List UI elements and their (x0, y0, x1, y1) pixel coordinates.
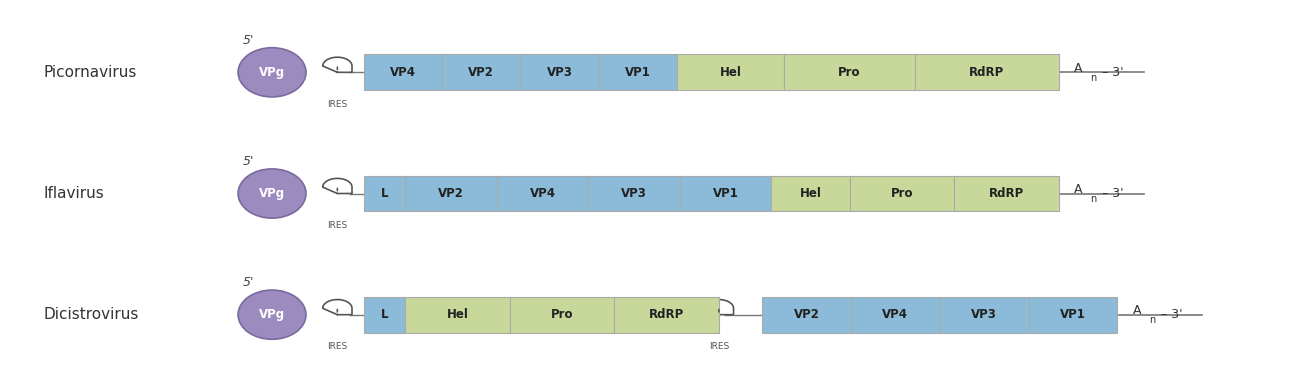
Text: Iflavirus: Iflavirus (43, 186, 104, 201)
FancyBboxPatch shape (680, 176, 771, 211)
Text: VP1: VP1 (625, 66, 651, 79)
Text: Hel: Hel (447, 308, 468, 321)
Ellipse shape (238, 48, 306, 97)
FancyBboxPatch shape (915, 54, 1059, 90)
Text: L: L (380, 187, 388, 200)
Text: RdRP: RdRP (650, 308, 684, 321)
FancyBboxPatch shape (784, 54, 915, 90)
Text: n: n (1149, 315, 1155, 325)
Text: Hel: Hel (800, 187, 822, 200)
FancyBboxPatch shape (521, 54, 598, 90)
FancyBboxPatch shape (761, 297, 851, 333)
Text: Hel: Hel (719, 66, 742, 79)
FancyBboxPatch shape (363, 297, 405, 333)
Text: 5': 5' (242, 276, 254, 289)
Text: A: A (1074, 62, 1082, 75)
Text: – 3': – 3' (1098, 66, 1123, 79)
Text: 5': 5' (242, 34, 254, 47)
FancyBboxPatch shape (1028, 297, 1118, 333)
Text: VPg: VPg (259, 66, 285, 79)
FancyBboxPatch shape (405, 176, 497, 211)
Text: IRES: IRES (327, 342, 347, 351)
Text: Pro: Pro (839, 66, 861, 79)
Text: A: A (1074, 183, 1082, 196)
Text: IRES: IRES (709, 342, 729, 351)
FancyBboxPatch shape (363, 54, 442, 90)
Text: VP2: VP2 (438, 187, 464, 200)
Text: Pro: Pro (551, 308, 573, 321)
Text: VPg: VPg (259, 187, 285, 200)
FancyBboxPatch shape (771, 176, 849, 211)
Text: VP2: VP2 (793, 308, 819, 321)
Text: IRES: IRES (327, 100, 347, 109)
FancyBboxPatch shape (588, 176, 680, 211)
Text: – 3': – 3' (1157, 308, 1182, 321)
Text: Picornavirus: Picornavirus (43, 65, 137, 80)
Text: n: n (1090, 194, 1097, 204)
Text: A: A (1134, 305, 1141, 317)
Text: IRES: IRES (327, 221, 347, 230)
Ellipse shape (238, 290, 306, 339)
FancyBboxPatch shape (851, 297, 940, 333)
Text: VP4: VP4 (882, 308, 909, 321)
FancyBboxPatch shape (510, 297, 614, 333)
Text: RdRP: RdRP (969, 66, 1005, 79)
Text: VP1: VP1 (1060, 308, 1086, 321)
Text: VPg: VPg (259, 308, 285, 321)
Text: RdRP: RdRP (989, 187, 1024, 200)
FancyBboxPatch shape (677, 54, 784, 90)
Text: VP4: VP4 (389, 66, 416, 79)
Text: VP3: VP3 (972, 308, 997, 321)
Text: – 3': – 3' (1098, 187, 1123, 200)
Text: VP3: VP3 (547, 66, 572, 79)
Text: VP2: VP2 (468, 66, 494, 79)
FancyBboxPatch shape (363, 176, 405, 211)
FancyBboxPatch shape (940, 297, 1028, 333)
FancyBboxPatch shape (598, 54, 677, 90)
Text: VP3: VP3 (621, 187, 647, 200)
Text: VP4: VP4 (530, 187, 555, 200)
Text: n: n (1090, 73, 1097, 83)
Text: VP1: VP1 (713, 187, 739, 200)
FancyBboxPatch shape (442, 54, 521, 90)
FancyBboxPatch shape (497, 176, 588, 211)
Ellipse shape (238, 169, 306, 218)
Text: Dicistrovirus: Dicistrovirus (43, 307, 139, 322)
FancyBboxPatch shape (955, 176, 1059, 211)
FancyBboxPatch shape (614, 297, 719, 333)
Text: L: L (380, 308, 388, 321)
FancyBboxPatch shape (849, 176, 955, 211)
Text: 5': 5' (242, 155, 254, 168)
Text: Pro: Pro (890, 187, 913, 200)
FancyBboxPatch shape (405, 297, 510, 333)
